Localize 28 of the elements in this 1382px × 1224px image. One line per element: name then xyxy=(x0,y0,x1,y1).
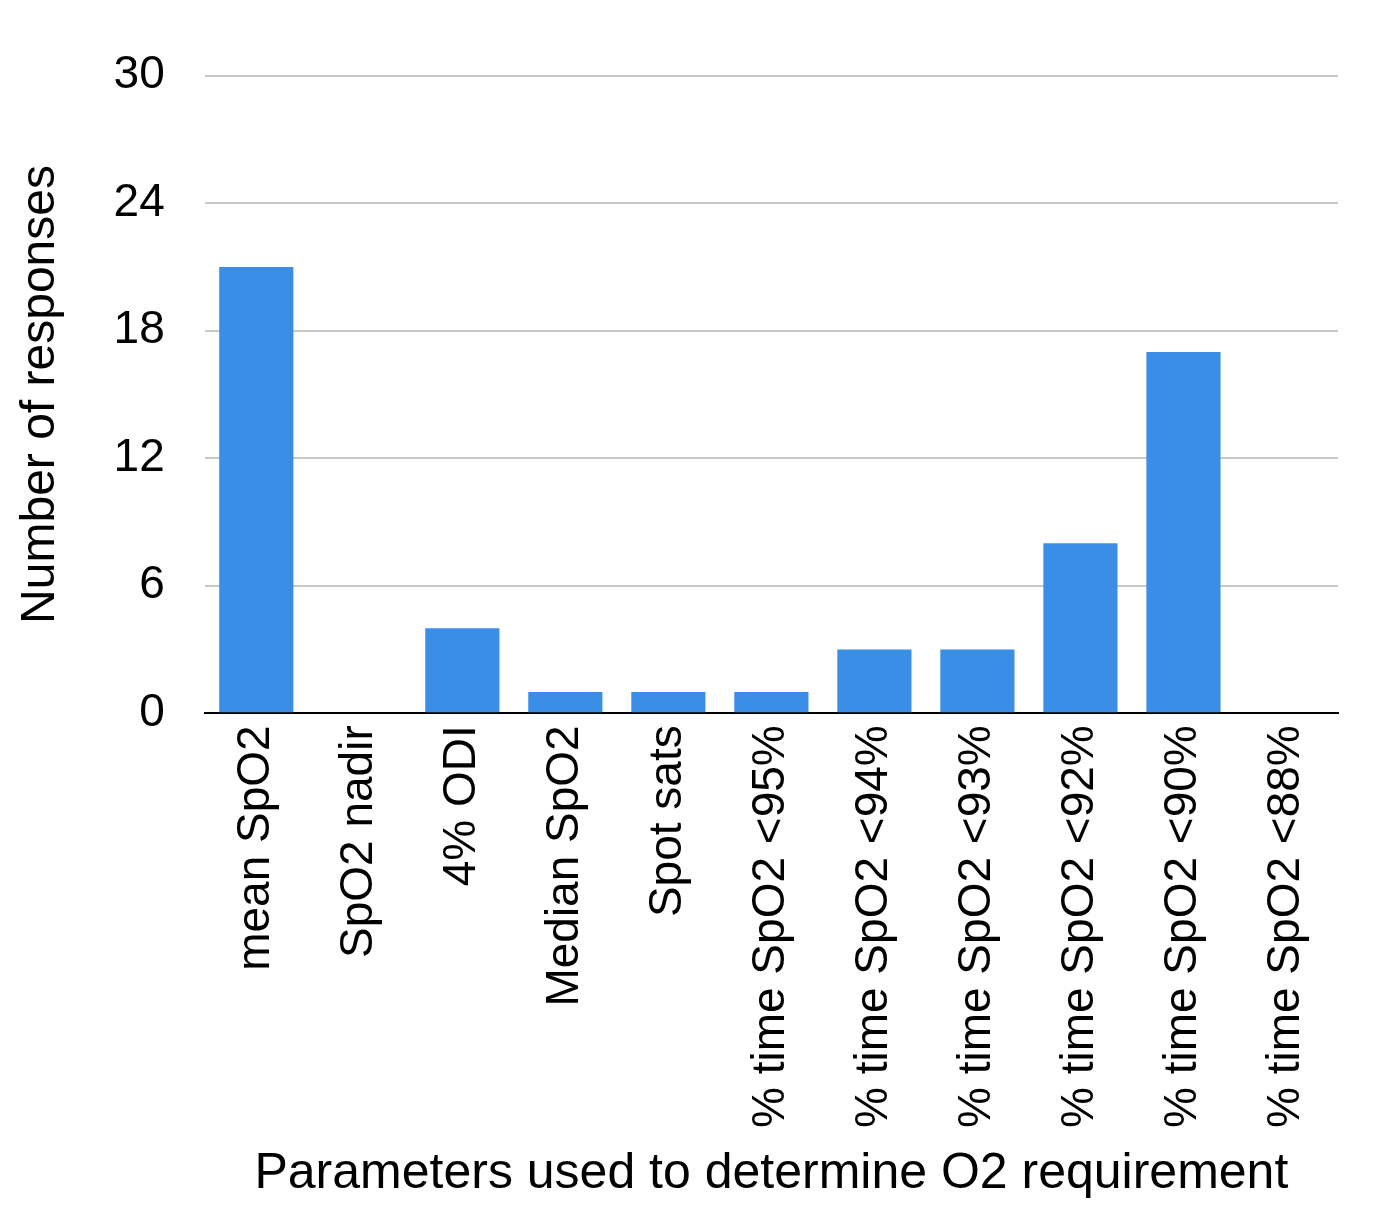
bar xyxy=(631,692,706,713)
x-tick-label: Median SpO2 xyxy=(536,725,589,1007)
x-tick-label: SpO2 nadir xyxy=(329,725,382,958)
x-tick-label: % time SpO2 <90% xyxy=(1154,725,1207,1128)
bar xyxy=(528,692,603,713)
y-tick-label: 6 xyxy=(139,556,165,609)
y-axis-title: Number of responses xyxy=(11,165,65,624)
x-axis-title: Parameters used to determine O2 requirement xyxy=(254,1142,1289,1199)
y-tick-label: 12 xyxy=(113,428,165,481)
x-tick-label: % time SpO2 <95% xyxy=(742,725,795,1128)
x-tick-label: % time SpO2 <88% xyxy=(1257,725,1310,1128)
bar xyxy=(219,266,294,713)
x-tick-label: Spot sats xyxy=(639,725,692,918)
x-tick-label: % time SpO2 <94% xyxy=(845,725,898,1128)
y-tick-label: 24 xyxy=(113,173,165,226)
bar xyxy=(940,649,1015,713)
y-tick-label: 18 xyxy=(113,301,165,354)
x-tick-label: % time SpO2 <93% xyxy=(948,725,1001,1128)
bar xyxy=(1043,543,1118,713)
bar xyxy=(425,628,500,713)
x-tick-label: mean SpO2 xyxy=(226,725,279,971)
x-tick-label: 4% ODI xyxy=(433,725,486,887)
y-tick-label: 30 xyxy=(113,46,165,99)
bar xyxy=(734,692,809,713)
y-tick-label: 0 xyxy=(139,683,165,736)
x-tick-label: % time SpO2 <92% xyxy=(1051,725,1104,1128)
bar xyxy=(837,649,912,713)
bar xyxy=(1146,351,1221,713)
